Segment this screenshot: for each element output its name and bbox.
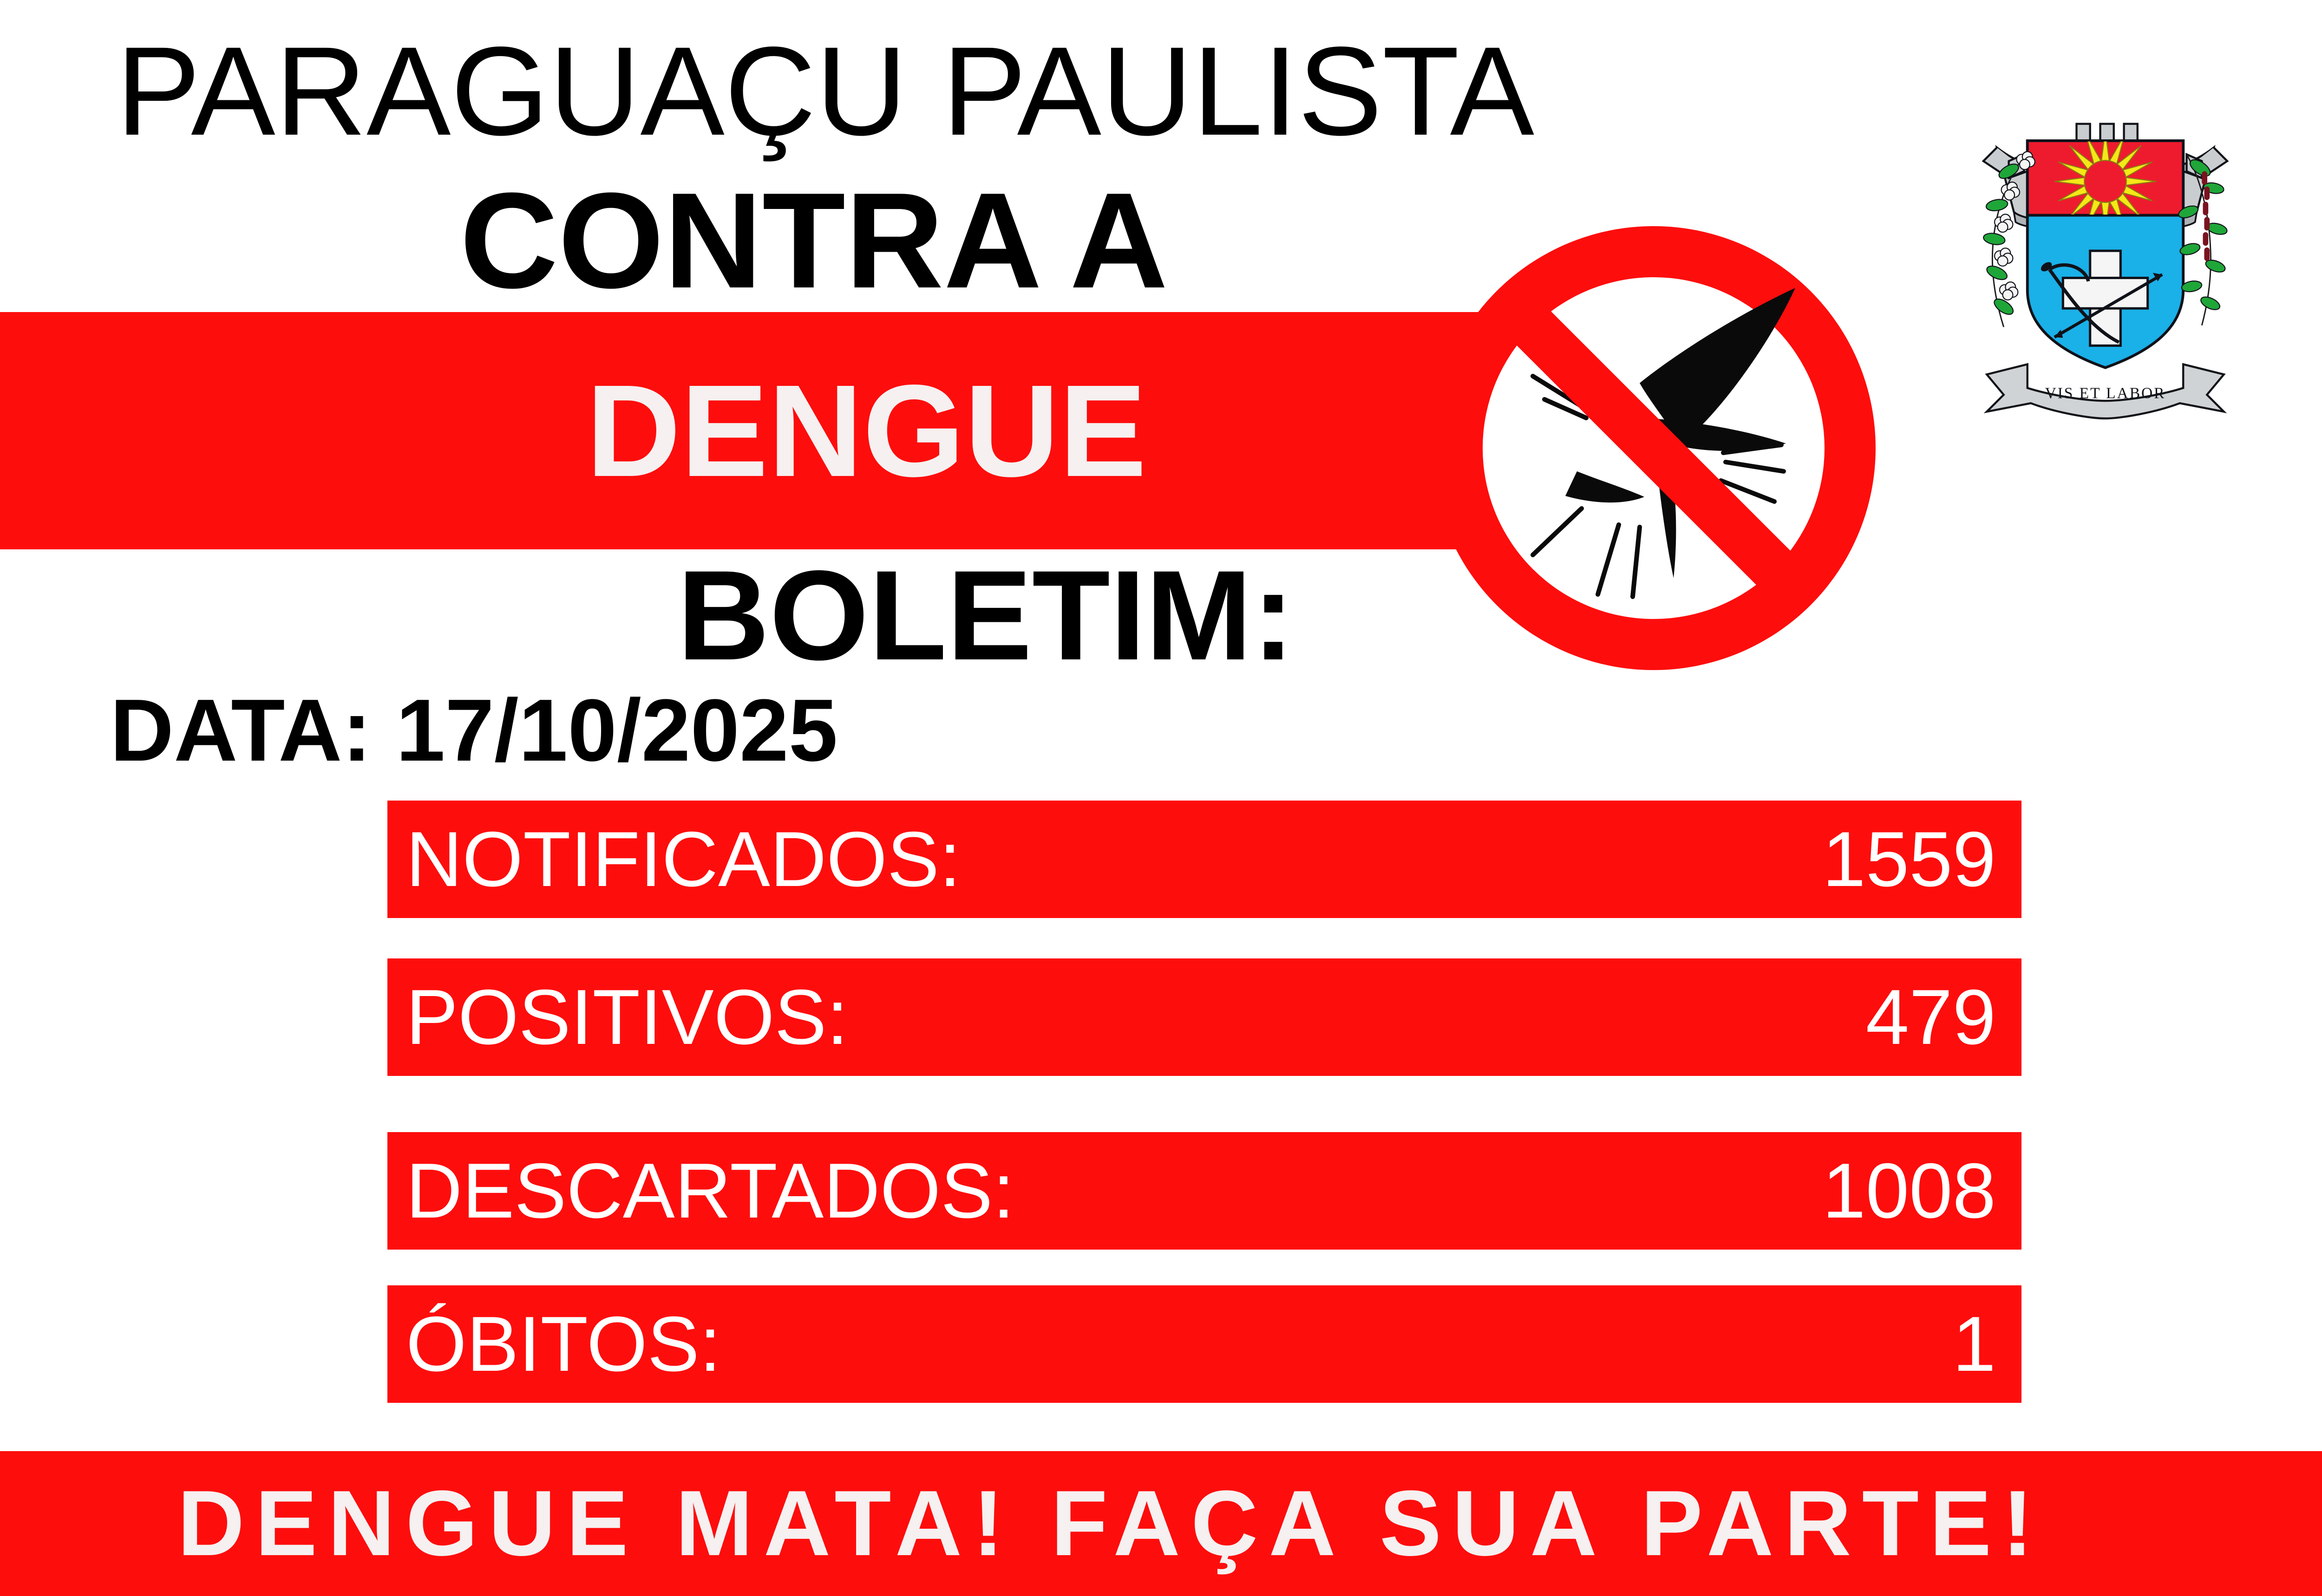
svg-text:VIS ET LABOR: VIS ET LABOR bbox=[2045, 384, 2166, 402]
